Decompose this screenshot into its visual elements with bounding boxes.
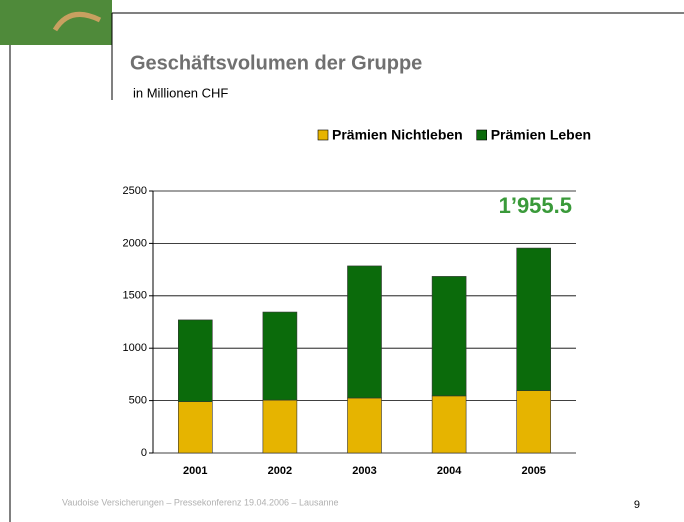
legend-label: Prämien Leben — [491, 127, 591, 143]
bar-segment — [347, 265, 382, 399]
bar-segment — [262, 399, 298, 454]
bar-segment — [262, 311, 298, 401]
y-tick-label: 0 — [141, 447, 147, 459]
footer: Vaudoise Versicherungen – Pressekonferen… — [62, 497, 339, 507]
bar-segment — [516, 390, 552, 454]
bar-segment — [178, 319, 213, 402]
bar-segment — [178, 401, 213, 454]
page-number: 9 — [634, 499, 640, 511]
bar-segment — [431, 276, 467, 397]
logo-mark — [52, 11, 102, 32]
x-tick-label: 2005 — [521, 465, 545, 477]
y-tick-label: 2000 — [123, 237, 147, 249]
x-tick-label: 2003 — [352, 465, 376, 477]
x-tick-label: 2001 — [183, 465, 207, 477]
bar-segment — [431, 395, 467, 454]
annotation: 1’955.5 — [499, 193, 572, 218]
logo — [0, 0, 112, 45]
legend-swatch — [476, 129, 488, 141]
y-tick-label: 1500 — [123, 290, 147, 302]
legend-swatch — [317, 129, 329, 141]
x-tick-label: 2002 — [268, 465, 292, 477]
y-tick-label: 1000 — [123, 342, 147, 354]
bar-segment — [516, 247, 552, 391]
bar-segment — [347, 397, 382, 454]
legend-label: Prämien Nichtleben — [332, 127, 463, 143]
slide-subtitle: in Millionen CHF — [133, 85, 228, 100]
y-tick-label: 2500 — [123, 185, 147, 197]
x-tick-label: 2004 — [437, 465, 462, 477]
y-tick-label: 500 — [129, 395, 147, 407]
slide-title: Geschäftsvolumen der Gruppe — [130, 52, 422, 74]
